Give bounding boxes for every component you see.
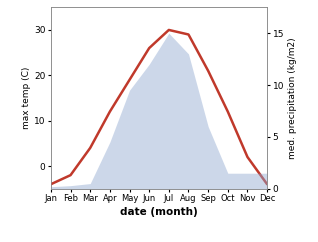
X-axis label: date (month): date (month)	[120, 207, 198, 218]
Y-axis label: med. precipitation (kg/m2): med. precipitation (kg/m2)	[288, 37, 297, 159]
Y-axis label: max temp (C): max temp (C)	[22, 67, 31, 129]
